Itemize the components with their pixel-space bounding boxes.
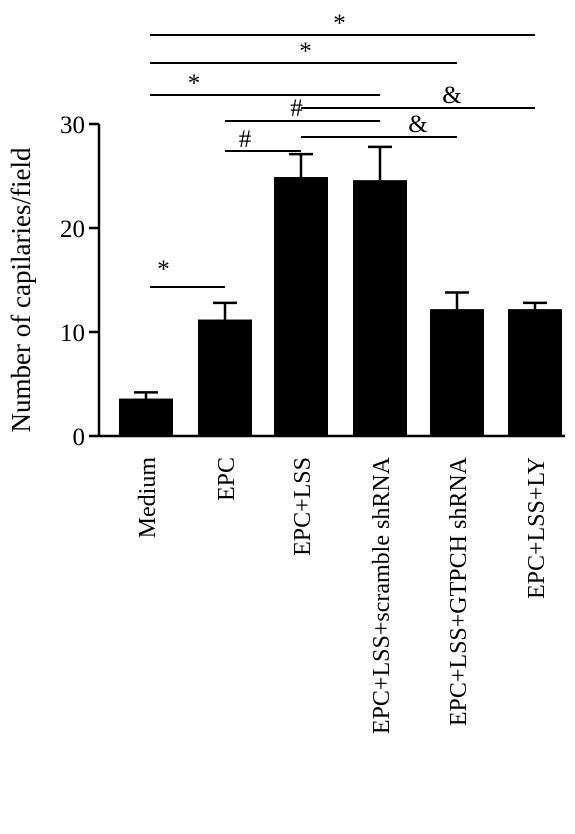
y-tick-label: 0 [73, 424, 86, 451]
significance-label: * [157, 256, 170, 283]
significance-label: # [290, 95, 303, 122]
bar [198, 319, 252, 436]
x-category-label: EPC [214, 457, 240, 501]
y-tick-label: 20 [60, 216, 85, 243]
significance-label: * [188, 70, 201, 97]
bars-group [119, 177, 562, 437]
bar [274, 177, 328, 437]
axes-group [97, 124, 565, 438]
significance-label: * [299, 38, 312, 65]
x-category-label: Medium [135, 457, 161, 539]
x-category-label: EPC+LSS+GTPCH shRNA [446, 456, 472, 726]
x-categories-group: Medium EPC EPC+LSS EPC+LSS+scramble shRNA EP… [135, 456, 550, 734]
y-axis-label: Number of capilaries/field [6, 147, 36, 432]
y-ticks-group: 0 10 20 30 [60, 112, 99, 451]
significance-label: # [239, 126, 252, 153]
y-tick-label: 30 [60, 112, 85, 139]
x-category-label: EPC+LSS+scramble shRNA [369, 456, 395, 734]
y-tick-label: 10 [60, 320, 85, 347]
bar [430, 309, 484, 436]
bar [353, 180, 407, 436]
x-category-label: EPC+LSS+LY [524, 457, 550, 599]
significance-label: * [333, 10, 346, 37]
bar [119, 398, 173, 436]
x-category-label: EPC+LSS [290, 457, 316, 556]
significance-group: * # * & * * # & [150, 10, 535, 288]
bar [508, 309, 562, 436]
error-bars-group [134, 145, 547, 399]
significance-label: & [442, 82, 461, 109]
significance-label: & [408, 111, 427, 138]
